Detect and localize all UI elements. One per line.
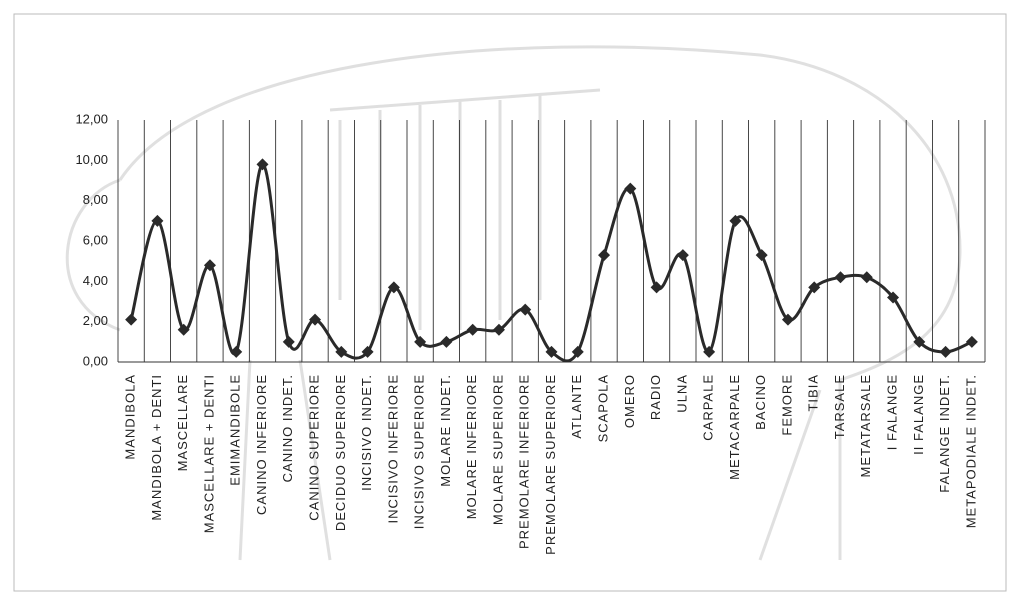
page: {"chart_data": {"type": "line", "smooth"…	[0, 0, 1020, 597]
x-tick-label: MANDIBOLA + DENTI	[149, 374, 164, 521]
x-tick-label: II FALANGE	[911, 374, 926, 455]
x-tick-label: DECIDUO SUPERIORE	[333, 374, 348, 531]
x-tick-label: PREMOLARE INFERIORE	[517, 374, 532, 549]
x-tick-label: I FALANGE	[884, 374, 899, 450]
x-tick-label: METATARSALE	[858, 374, 873, 477]
x-tick-label: ATLANTE	[569, 374, 584, 439]
x-tick-label: EMIMANDIBOLE	[228, 374, 243, 486]
x-tick-label: PREMOLARE SUPERIORE	[543, 374, 558, 555]
x-tick-label: INCISIVO SUPERIORE	[412, 374, 427, 529]
x-tick-label: MASCELLARE + DENTI	[201, 374, 216, 533]
y-tick-label: 6,00	[83, 232, 108, 247]
x-tick-label: CANINO INDET.	[280, 374, 295, 482]
x-tick-label: ULNA	[674, 374, 689, 413]
x-tick-label: MANDIBOLA	[123, 374, 138, 460]
y-tick-label: 4,00	[83, 273, 108, 288]
x-tick-label: CANINO INFERIORE	[254, 374, 269, 515]
x-tick-label: BACINO	[753, 374, 768, 430]
y-tick-label: 0,00	[83, 353, 108, 368]
x-tick-label: INCISIVO INFERIORE	[385, 374, 400, 523]
x-tick-label: MOLARE INDET.	[438, 374, 453, 487]
x-tick-label: SCAPOLA	[595, 374, 610, 442]
x-tick-label: MOLARE SUPERIORE	[490, 374, 505, 525]
x-tick-label: FALANGE INDET.	[937, 374, 952, 493]
x-tick-label: TARSALE	[832, 374, 847, 439]
x-tick-label: RADIO	[648, 374, 663, 420]
y-tick-label: 10,00	[75, 152, 108, 167]
y-tick-label: 8,00	[83, 192, 108, 207]
x-tick-label: METACARPALE	[727, 374, 742, 480]
x-tick-label: INCISIVO INDET.	[359, 374, 374, 491]
x-tick-label: MOLARE INFERIORE	[464, 374, 479, 519]
x-tick-label: FEMORE	[779, 374, 794, 436]
x-tick-label: CANINO SUPERIORE	[306, 374, 321, 521]
x-tick-label: METAPODIALE INDET.	[963, 374, 978, 528]
y-tick-label: 2,00	[83, 313, 108, 328]
chart: 0,00 2,00 4,00 6,00 8,00 10,00 12,00 MANDIBOLA M…	[0, 0, 1020, 597]
x-tick-label: TIBIA	[806, 374, 821, 412]
x-tick-label: MASCELLARE	[175, 374, 190, 471]
x-tick-label: CARPALE	[701, 374, 716, 441]
x-tick-label: OMERO	[622, 374, 637, 428]
y-tick-label: 12,00	[75, 111, 108, 126]
